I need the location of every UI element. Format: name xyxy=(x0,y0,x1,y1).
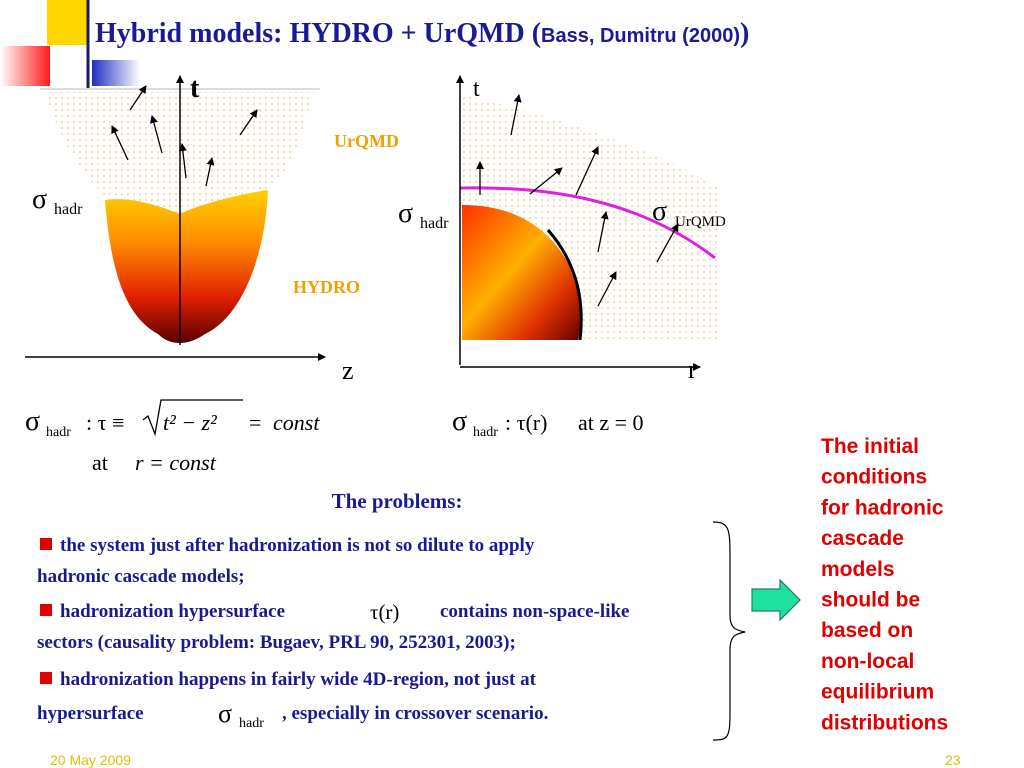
deco-yellow xyxy=(47,0,89,45)
sigma: σ xyxy=(452,406,467,437)
hydro-region xyxy=(105,190,268,343)
arrow xyxy=(111,125,129,161)
conclusion-line: non-local xyxy=(821,650,914,673)
arrow xyxy=(510,94,522,136)
particle-arrows xyxy=(111,85,258,187)
arrow xyxy=(656,223,679,263)
arrow xyxy=(529,167,563,195)
radical xyxy=(142,399,243,437)
hypersurface xyxy=(546,229,583,341)
bullet-math: τ(r) xyxy=(370,600,399,624)
footer-page: 23 xyxy=(945,752,961,768)
green-arrow xyxy=(751,578,801,622)
sigma: σ xyxy=(218,699,232,728)
deco-red xyxy=(0,46,50,86)
bullet-text: hypersurface xyxy=(37,703,144,724)
sigma-sub: hadr xyxy=(420,215,449,232)
title: Hybrid models: HYDRO + UrQMD (Bass, Dumi… xyxy=(95,18,749,49)
sigma-sub: UrQMD xyxy=(675,214,726,230)
bullet-text: hadronization happens in fairly wide 4D-… xyxy=(60,669,537,690)
sigma: σ xyxy=(398,198,413,229)
t-label: t xyxy=(473,76,480,102)
arrow xyxy=(149,115,163,154)
formula-const: const xyxy=(273,410,320,435)
arrow xyxy=(205,157,215,187)
conclusion-line: conditions xyxy=(821,466,927,489)
conclusion-line: The initial xyxy=(821,435,919,458)
formula-relation: : τ ≡ xyxy=(86,410,124,435)
bullet-text: hadronic cascade models; xyxy=(37,566,245,587)
conclusion-line: equilibrium xyxy=(821,681,934,704)
bullet xyxy=(40,538,52,550)
bullet-text: , especially in crossover scenario. xyxy=(282,703,548,724)
conclusion-line: cascade xyxy=(821,527,904,550)
sigma: σ xyxy=(32,184,47,215)
arrow xyxy=(597,211,609,253)
bullet-text: hadronization hypersurface xyxy=(60,601,285,622)
conclusion-line: models xyxy=(821,558,895,581)
arrow xyxy=(597,271,617,307)
footer-date: 20 May 2009 xyxy=(50,752,131,768)
urqmd-label: UrQMD xyxy=(334,131,399,151)
sigma-sub: hadr xyxy=(239,716,264,731)
title-text: Hybrid models: HYDRO + UrQMD ( xyxy=(95,18,541,49)
formula-condition: r = const xyxy=(135,450,217,475)
bullet xyxy=(40,604,52,616)
urqmd-surface xyxy=(459,186,716,260)
hydro-region xyxy=(462,205,582,340)
formula-at: at xyxy=(92,450,108,475)
t-label: t xyxy=(190,73,200,104)
arrow xyxy=(129,85,147,111)
deco-blue xyxy=(92,60,140,86)
brace xyxy=(712,521,746,741)
arrow xyxy=(575,146,599,196)
sigma: σ xyxy=(25,406,40,437)
conclusion-line: distributions xyxy=(821,711,948,734)
conclusion-line: should be xyxy=(821,589,920,612)
sigma: σ xyxy=(652,196,667,227)
formula-equals: = xyxy=(249,410,261,435)
bullet xyxy=(40,672,52,684)
r-label: r xyxy=(688,355,697,384)
formula-radicand: t² − z² xyxy=(163,410,217,435)
formula-condition: at z = 0 xyxy=(578,410,644,435)
arrow xyxy=(239,109,258,136)
conclusion-line: based on xyxy=(821,619,913,642)
sigma-sub: hadr xyxy=(46,425,71,440)
arrow xyxy=(178,143,187,179)
hydro-label: HYDRO xyxy=(293,277,360,297)
problems-heading: The problems: xyxy=(332,489,463,513)
reference: Bass, Dumitru (2000) xyxy=(541,25,740,47)
conclusion: The initial conditions for hadronic cascade… xyxy=(821,435,948,734)
sigma-sub: hadr xyxy=(54,201,83,218)
formula-relation: : τ(r) xyxy=(505,410,547,435)
sigma-sub: hadr xyxy=(473,425,498,440)
conclusion-line: for hadronic xyxy=(821,496,944,519)
bullet-text: the system just after hadronization is n… xyxy=(60,535,535,556)
bullet-text: contains non-space-like xyxy=(440,601,630,622)
bullet-text: sectors (causality problem: Bugaev, PRL … xyxy=(37,632,516,653)
title-end: ) xyxy=(740,18,749,49)
particle-arrows xyxy=(476,94,679,307)
z-label: z xyxy=(342,356,354,385)
